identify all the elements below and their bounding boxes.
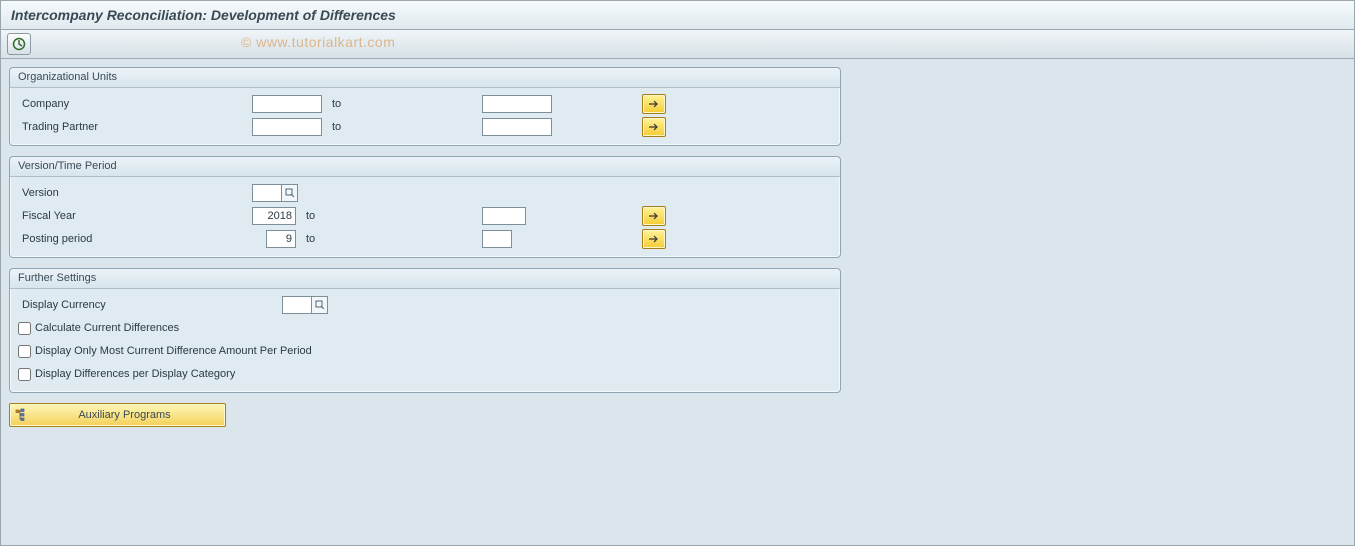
watermark: © www.tutorialkart.com (241, 34, 395, 50)
fiscal-year-label: Fiscal Year (18, 210, 252, 222)
fiscal-year-from-input[interactable] (252, 207, 296, 225)
trading-partner-to-input[interactable] (482, 118, 552, 136)
auxiliary-programs-button[interactable]: Auxiliary Programs (9, 403, 226, 427)
execute-button[interactable] (7, 33, 31, 55)
calc-current-differences-checkbox[interactable] (18, 322, 31, 335)
search-help-icon (285, 188, 295, 198)
row-display-currency: Display Currency (18, 294, 832, 316)
to-label: to (322, 98, 482, 110)
group-period-title: Version/Time Period (10, 157, 840, 177)
trading-partner-from-input[interactable] (252, 118, 322, 136)
group-further-settings: Further Settings Display Currency (9, 268, 841, 393)
posting-period-multiple-selection-button[interactable] (642, 229, 666, 249)
row-version: Version (18, 182, 832, 204)
application-toolbar: © www.tutorialkart.com (1, 30, 1354, 59)
display-most-current-checkbox[interactable] (18, 345, 31, 358)
company-to-input[interactable] (482, 95, 552, 113)
to-label: to (322, 121, 482, 133)
arrow-right-icon (648, 211, 660, 221)
content-area: Organizational Units Company to Trading (1, 59, 1354, 427)
execute-icon (12, 37, 26, 51)
arrow-right-icon (648, 99, 660, 109)
version-input[interactable] (252, 184, 282, 202)
row-calc-current-differences: Calculate Current Differences (18, 317, 832, 339)
trading-partner-multiple-selection-button[interactable] (642, 117, 666, 137)
fiscal-year-to-input[interactable] (482, 207, 526, 225)
group-further-title: Further Settings (10, 269, 840, 289)
group-org-title: Organizational Units (10, 68, 840, 88)
version-label: Version (18, 187, 252, 199)
auxiliary-programs-label: Auxiliary Programs (34, 409, 225, 421)
posting-period-from-input[interactable] (266, 230, 296, 248)
display-most-current-label: Display Only Most Current Difference Amo… (35, 345, 312, 357)
trading-partner-label: Trading Partner (18, 121, 252, 133)
company-from-input[interactable] (252, 95, 322, 113)
display-currency-label: Display Currency (18, 299, 282, 311)
page-title: Intercompany Reconciliation: Development… (11, 7, 396, 23)
arrow-right-icon (648, 234, 660, 244)
row-display-per-category: Display Differences per Display Category (18, 363, 832, 385)
fiscal-year-multiple-selection-button[interactable] (642, 206, 666, 226)
calc-current-differences-label: Calculate Current Differences (35, 322, 179, 334)
row-company: Company to (18, 93, 832, 115)
row-posting-period: Posting period to (18, 228, 832, 250)
posting-period-label: Posting period (18, 233, 252, 245)
row-trading-partner: Trading Partner to (18, 116, 832, 138)
display-currency-f4-button[interactable] (312, 296, 328, 314)
search-help-icon (315, 300, 325, 310)
group-organizational-units: Organizational Units Company to Trading (9, 67, 841, 146)
row-fiscal-year: Fiscal Year to (18, 205, 832, 227)
posting-period-to-input[interactable] (482, 230, 512, 248)
group-version-time-period: Version/Time Period Version (9, 156, 841, 258)
arrow-right-icon (648, 122, 660, 132)
display-per-category-label: Display Differences per Display Category (35, 368, 235, 380)
company-label: Company (18, 98, 252, 110)
company-multiple-selection-button[interactable] (642, 94, 666, 114)
to-label: to (296, 210, 482, 222)
hierarchy-icon (10, 408, 34, 422)
display-per-category-checkbox[interactable] (18, 368, 31, 381)
title-bar: Intercompany Reconciliation: Development… (1, 1, 1354, 30)
display-currency-input[interactable] (282, 296, 312, 314)
version-f4-button[interactable] (282, 184, 298, 202)
sap-screen: Intercompany Reconciliation: Development… (0, 0, 1355, 546)
row-display-most-current: Display Only Most Current Difference Amo… (18, 340, 832, 362)
to-label: to (296, 233, 482, 245)
